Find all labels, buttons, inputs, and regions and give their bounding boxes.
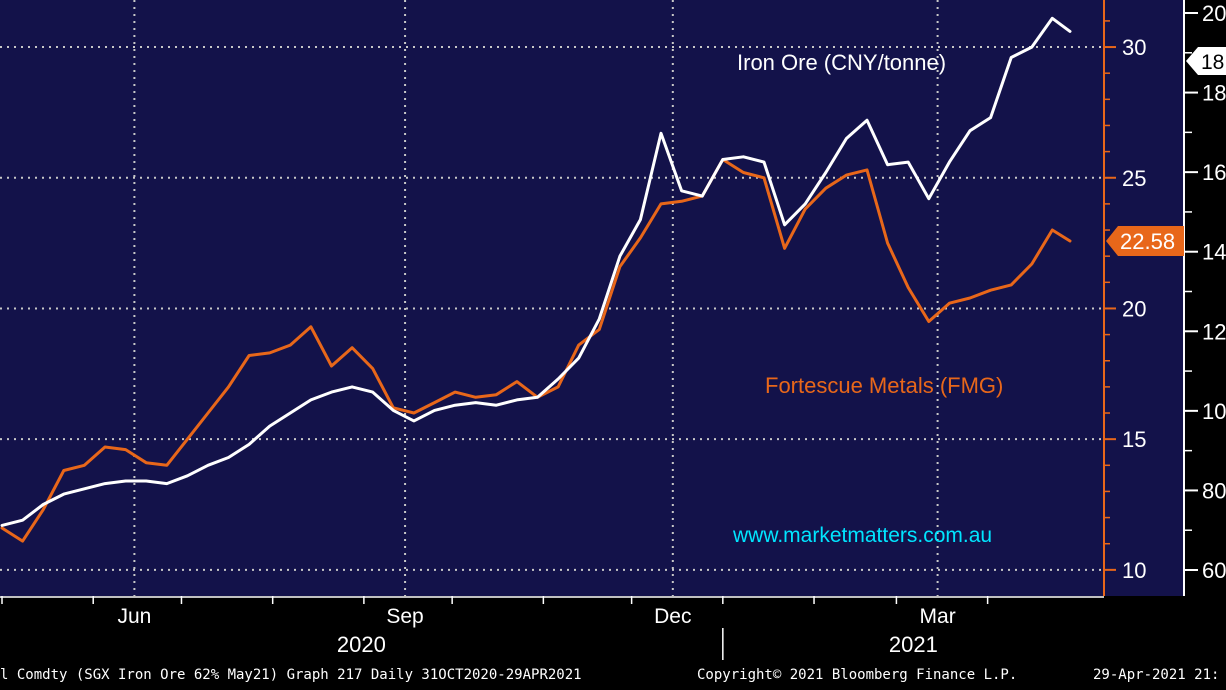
left-axis-tick-label: 30 [1122,35,1146,60]
right-axis-tick-label: 16 [1202,160,1226,185]
x-tick-label: Sep [386,605,423,628]
right-axis-tick-label: 80 [1202,478,1226,503]
annotation-fortescue: Fortescue Metals (FMG) [765,373,1003,398]
right-axis-background [1184,0,1226,596]
left-axis-tick-label: 15 [1122,427,1146,452]
watermark-url: www.marketmatters.com.au [732,524,992,547]
plot-background [0,0,1104,596]
time-axis-background [0,596,1226,662]
series-line-iron-ore [0,16,1072,527]
left-axis-tick-label: 10 [1122,558,1146,583]
left-axis-background [1104,0,1184,596]
annotation-iron-ore: Iron Ore (CNY/tonne) [737,50,946,75]
footer-date: 29-Apr-2021 21: [1093,667,1220,683]
right-axis-tick-label: 14 [1202,240,1226,265]
footer: l Comdty (SGX Iron Ore 62% May21) Graph … [0,662,1226,690]
x-tick-label: Mar [920,605,956,628]
fmg-last-value-tag [1106,226,1184,257]
labels: Iron Ore (CNY/tonne) Fortescue Metals (F… [732,50,1003,547]
year-label-2020: 2020 [337,632,386,657]
iron-ore-last-value-label: 18 [1201,51,1224,74]
series-layer [0,16,1072,543]
right-axis-tick-label: 60 [1202,558,1226,583]
axes: 10 15 20 25 30 60 80 10 12 14 16 18 20 Jun Sep Dec Mar 20… [0,0,1226,660]
right-axis-tick-label: 20 [1202,1,1226,26]
right-axis-tick-label: 10 [1202,399,1226,424]
right-axis-tick-label: 12 [1202,319,1226,344]
left-axis-tick-label: 20 [1122,296,1146,321]
year-label-2021: 2021 [889,632,938,657]
footer-ticker: l Comdty (SGX Iron Ore 62% May21) Graph … [0,667,582,683]
chart: 10 15 20 25 30 60 80 10 12 14 16 18 20 Jun Sep Dec Mar 20… [0,0,1226,662]
grid [0,0,1104,596]
iron-ore-last-value-tag [1186,47,1226,75]
fmg-last-value-label: 22.58 [1120,229,1175,254]
x-tick-label: Dec [654,605,691,628]
left-axis-tick-label: 25 [1122,166,1146,191]
right-axis-tick-label: 18 [1202,81,1226,106]
footer-copyright: Copyright© 2021 Bloomberg Finance L.P. [697,667,1018,683]
x-tick-label: Jun [117,605,151,628]
